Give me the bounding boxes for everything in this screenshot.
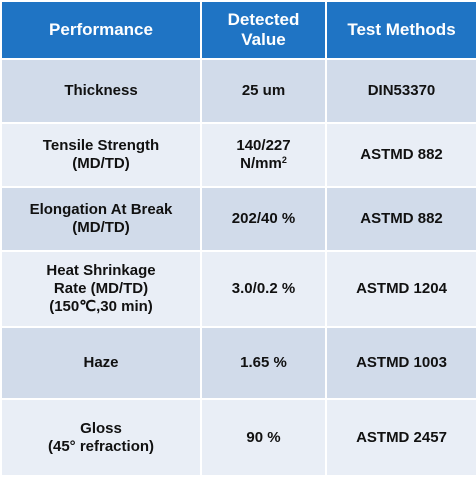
value-line: N/mm2 [206, 155, 321, 173]
row-haze: Haze 1.65 % ASTMD 1003 [0, 326, 476, 400]
value-cell: 202/40 % [200, 186, 327, 252]
value-unit-superscript: 2 [281, 155, 287, 165]
method-cell: ASTMD 882 [325, 122, 476, 188]
value-line: 140/227 [236, 137, 291, 154]
header-detected-value: Detected Value [200, 0, 327, 60]
property-cell: Tensile Strength (MD/TD) [0, 122, 202, 188]
method-cell: ASTMD 1204 [325, 250, 476, 328]
value-line: 3.0/0.2 % [231, 280, 296, 297]
row-tensile-strength: Tensile Strength (MD/TD) 140/227 N/mm2 A… [0, 122, 476, 188]
property-cell: Gloss (45° refraction) [0, 398, 202, 477]
header-detected-line1: Detected [227, 10, 300, 29]
value-line: 25 um [241, 82, 286, 99]
header-row: Performance Detected Value Test Methods [0, 0, 476, 60]
value-line: 202/40 % [231, 210, 296, 227]
property-line: (45° refraction) [47, 437, 155, 455]
header-performance: Performance [0, 0, 202, 60]
property-line: Gloss [80, 419, 122, 437]
value-cell: 3.0/0.2 % [200, 250, 327, 328]
row-heat-shrinkage: Heat Shrinkage Rate (MD/TD) (150℃,30 min… [0, 250, 476, 328]
value-line: 1.65 % [240, 354, 287, 371]
property-line: Thickness [64, 82, 138, 99]
property-cell: Elongation At Break (MD/TD) [0, 186, 202, 252]
row-thickness: Thickness 25 um DIN53370 [0, 58, 476, 124]
method-cell: ASTMD 2457 [325, 398, 476, 477]
method-cell: DIN53370 [325, 58, 476, 124]
property-line: Tensile Strength [42, 137, 160, 154]
method-cell: ASTMD 1003 [325, 326, 476, 400]
property-line: Haze [83, 354, 119, 371]
method-cell: ASTMD 882 [325, 186, 476, 252]
property-cell: Haze [0, 326, 202, 400]
property-line: (MD/TD) [72, 155, 130, 172]
property-cell: Heat Shrinkage Rate (MD/TD) (150℃,30 min… [0, 250, 202, 328]
value-cell: 25 um [200, 58, 327, 124]
header-test-methods: Test Methods [325, 0, 476, 60]
value-cell: 1.65 % [200, 326, 327, 400]
property-line: Rate (MD/TD) [53, 280, 149, 297]
property-line: (150℃,30 min) [49, 298, 153, 315]
value-line: 90 % [246, 428, 281, 446]
value-unit: N/mm [240, 155, 282, 172]
property-line: Elongation At Break [29, 201, 173, 218]
value-cell: 140/227 N/mm2 [200, 122, 327, 188]
property-line: Heat Shrinkage [46, 262, 156, 279]
property-line: (MD/TD) [72, 219, 130, 236]
row-elongation-at-break: Elongation At Break (MD/TD) 202/40 % AST… [0, 186, 476, 252]
header-detected-line2: Value [241, 30, 286, 49]
value-cell: 90 % [200, 398, 327, 477]
row-gloss: Gloss (45° refraction) 90 % ASTMD 2457 [0, 398, 476, 477]
property-cell: Thickness [0, 58, 202, 124]
